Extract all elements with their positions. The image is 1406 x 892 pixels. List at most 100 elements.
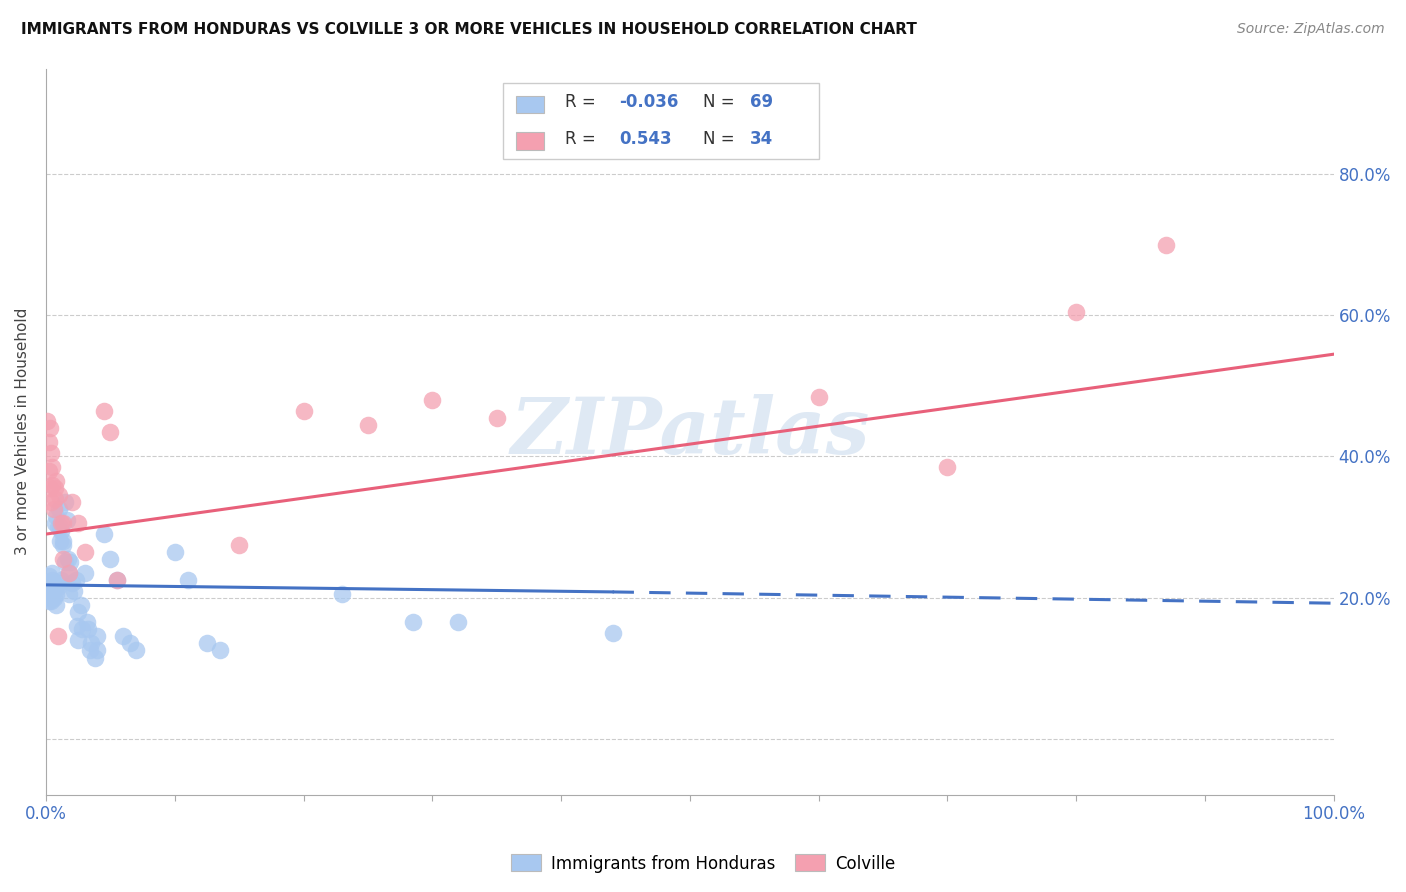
Point bbox=[55, 513, 77, 527]
Point bbox=[41, 591, 63, 605]
Point bbox=[39, 583, 62, 598]
Point bbox=[48, 576, 70, 591]
Point bbox=[39, 594, 62, 608]
Point bbox=[1064, 305, 1087, 319]
Point bbox=[56, 551, 79, 566]
Point bbox=[38, 569, 60, 583]
Point bbox=[53, 555, 76, 569]
FancyBboxPatch shape bbox=[503, 83, 818, 160]
Point bbox=[42, 591, 65, 605]
Point bbox=[73, 545, 96, 559]
Point bbox=[45, 587, 67, 601]
Point bbox=[38, 435, 60, 450]
Text: ZIPatlas: ZIPatlas bbox=[510, 393, 869, 470]
Point bbox=[118, 636, 141, 650]
Text: N =: N = bbox=[703, 94, 734, 112]
Point bbox=[66, 619, 89, 633]
Text: R =: R = bbox=[565, 94, 596, 112]
Point bbox=[292, 403, 315, 417]
Point bbox=[60, 495, 83, 509]
Point bbox=[41, 477, 63, 491]
Point bbox=[48, 488, 70, 502]
Point bbox=[208, 643, 231, 657]
Point bbox=[44, 580, 66, 594]
Point bbox=[52, 534, 75, 549]
Point bbox=[45, 598, 67, 612]
Point bbox=[48, 502, 70, 516]
Point bbox=[38, 594, 60, 608]
Point bbox=[228, 538, 250, 552]
Point bbox=[52, 551, 75, 566]
Point bbox=[45, 509, 67, 524]
Point bbox=[37, 414, 59, 428]
Point bbox=[163, 545, 186, 559]
Point bbox=[41, 460, 63, 475]
Point bbox=[38, 464, 60, 478]
Point bbox=[44, 481, 66, 495]
Point bbox=[52, 516, 75, 531]
Text: -0.036: -0.036 bbox=[619, 94, 678, 112]
FancyBboxPatch shape bbox=[516, 132, 544, 150]
Point bbox=[38, 587, 60, 601]
Point bbox=[39, 495, 62, 509]
Point bbox=[105, 573, 128, 587]
Point bbox=[125, 643, 148, 657]
Point bbox=[39, 446, 62, 460]
Point bbox=[76, 615, 98, 630]
Point bbox=[37, 583, 59, 598]
Text: 34: 34 bbox=[751, 130, 773, 148]
Point bbox=[98, 551, 121, 566]
Point bbox=[79, 643, 101, 657]
Point bbox=[49, 534, 72, 549]
Point bbox=[105, 573, 128, 587]
Point bbox=[59, 555, 82, 569]
Point bbox=[38, 580, 60, 594]
Point bbox=[39, 576, 62, 591]
Point bbox=[402, 615, 425, 630]
Point bbox=[73, 566, 96, 580]
Point bbox=[37, 576, 59, 591]
Point bbox=[46, 629, 69, 643]
Point bbox=[330, 587, 353, 601]
Point bbox=[80, 636, 103, 650]
Point bbox=[447, 615, 470, 630]
Text: N =: N = bbox=[703, 130, 734, 148]
Text: R =: R = bbox=[565, 130, 596, 148]
Point bbox=[485, 410, 508, 425]
Point bbox=[112, 629, 135, 643]
FancyBboxPatch shape bbox=[516, 95, 544, 113]
Point bbox=[67, 605, 90, 619]
Point bbox=[195, 636, 218, 650]
Point bbox=[42, 502, 65, 516]
Point bbox=[58, 566, 80, 580]
Text: 0.543: 0.543 bbox=[619, 130, 672, 148]
Point bbox=[38, 576, 60, 591]
Text: IMMIGRANTS FROM HONDURAS VS COLVILLE 3 OR MORE VEHICLES IN HOUSEHOLD CORRELATION: IMMIGRANTS FROM HONDURAS VS COLVILLE 3 O… bbox=[21, 22, 917, 37]
Point bbox=[93, 527, 115, 541]
Point bbox=[38, 481, 60, 495]
Point bbox=[38, 591, 60, 605]
Point bbox=[42, 580, 65, 594]
Point bbox=[420, 392, 443, 407]
Point bbox=[63, 583, 86, 598]
Point bbox=[69, 598, 91, 612]
Point bbox=[98, 425, 121, 439]
Point bbox=[936, 460, 959, 475]
Point bbox=[67, 632, 90, 647]
Point bbox=[45, 474, 67, 488]
Point bbox=[58, 566, 80, 580]
Point bbox=[357, 417, 380, 432]
Point bbox=[1154, 238, 1177, 252]
Point bbox=[77, 622, 100, 636]
Point bbox=[49, 520, 72, 534]
Point bbox=[176, 573, 198, 587]
Point bbox=[67, 516, 90, 531]
Y-axis label: 3 or more Vehicles in Household: 3 or more Vehicles in Household bbox=[15, 308, 30, 556]
Point bbox=[51, 516, 73, 531]
Point bbox=[44, 491, 66, 506]
Point bbox=[83, 650, 105, 665]
Point bbox=[86, 629, 108, 643]
Point bbox=[46, 580, 69, 594]
Point bbox=[51, 573, 73, 587]
Point bbox=[807, 390, 830, 404]
